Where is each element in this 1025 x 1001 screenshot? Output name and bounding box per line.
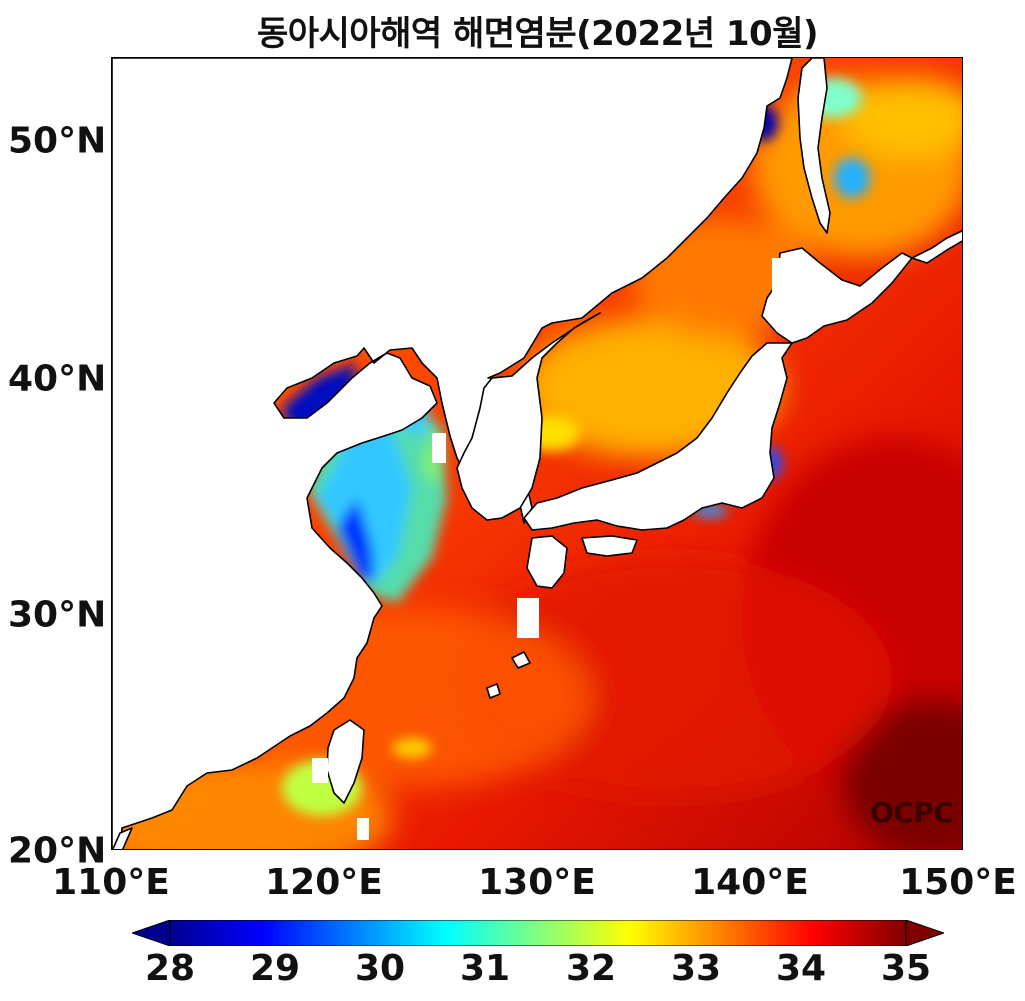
colorbar-min-extend [132,920,171,946]
kuril-islands [911,230,962,264]
colorbar-tick-34: 34 [775,948,827,989]
colorbar-tick-30: 30 [354,948,406,989]
colorbar-tick-35: 35 [880,948,932,989]
lon-label-110e: 110°E [52,862,170,903]
kyushu-shikoku [526,535,638,589]
lat-label-50n: 50°N [8,120,107,162]
honshu-island [523,342,793,531]
salinity-colorbar [132,920,944,946]
lat-label-40n: 40°N [8,358,107,400]
lat-label-20n: 20°N [8,830,107,872]
colorbar-tick-32: 32 [565,948,617,989]
salinity-map-canvas [112,58,962,849]
korean-peninsula [456,312,601,521]
hainan-edge [112,827,133,849]
map-title: 동아시아해역 해면염분(2022년 10월) [256,14,819,54]
salinity-map [111,57,963,850]
colorbar-gradient [169,920,907,946]
asian-mainland [112,58,793,849]
sakhalin-island [797,58,831,234]
lon-label-140e: 140°E [691,862,809,903]
lat-label-30n: 30°N [8,594,107,636]
colorbar-tick-29: 29 [249,948,301,989]
lon-label-150e: 150°E [899,862,1017,903]
lon-label-120e: 120°E [265,862,383,903]
colorbar-max-extend [905,920,944,946]
ryukyu-islands [486,651,531,699]
land-masses [112,58,962,849]
colorbar-tick-28: 28 [144,948,196,989]
colorbar-tick-31: 31 [459,948,511,989]
hokkaido-island [761,247,913,344]
lon-label-130e: 130°E [478,862,596,903]
colorbar-tick-33: 33 [670,948,722,989]
no-data-patches [312,258,792,840]
ocpc-credit: OCPC [870,796,954,829]
